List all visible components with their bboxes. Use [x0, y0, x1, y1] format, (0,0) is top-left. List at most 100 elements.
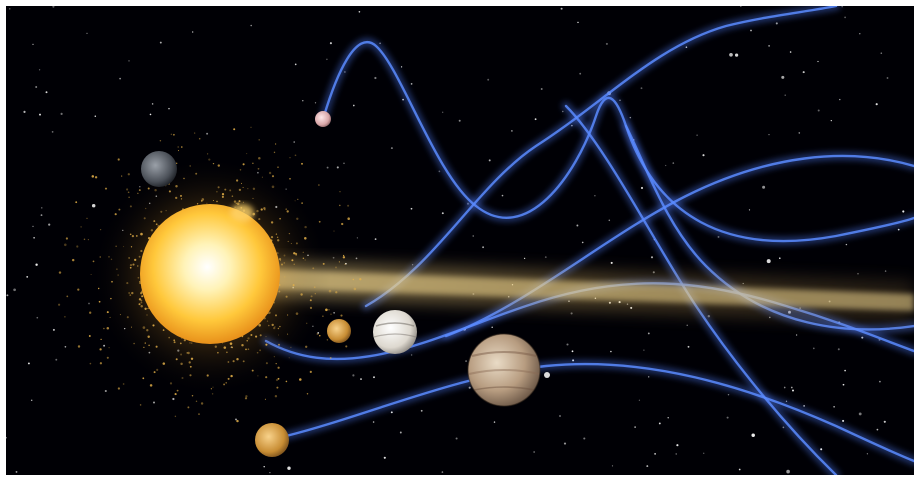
star: [782, 426, 785, 429]
star: [263, 465, 265, 468]
dust-particle: [217, 164, 220, 167]
dust-particle: [292, 284, 295, 287]
dust-particle: [339, 191, 341, 193]
star: [740, 6, 742, 7]
dust-particle: [258, 156, 261, 160]
dust-particle: [119, 314, 121, 316]
star: [128, 60, 130, 62]
dust-particle: [302, 257, 305, 260]
sun-icon: [140, 204, 280, 344]
star: [360, 378, 362, 381]
star: [35, 86, 38, 88]
dust-particle: [88, 335, 91, 337]
dust-particle: [275, 314, 277, 317]
dust-particle: [283, 254, 286, 257]
dust-particle: [195, 400, 198, 403]
star: [540, 88, 543, 90]
dust-particle: [146, 329, 149, 332]
star: [399, 431, 402, 434]
dust-particle: [304, 259, 306, 261]
dust-particle: [265, 376, 268, 379]
star: [884, 270, 887, 272]
dust-particle: [260, 208, 263, 211]
star: [206, 132, 209, 135]
star: [60, 112, 63, 115]
dust-particle: [235, 179, 239, 182]
dust-particle: [288, 357, 290, 359]
dust-particle: [99, 348, 102, 351]
dust-particle: [339, 204, 341, 207]
dust-particle: [180, 362, 183, 366]
dust-particle: [117, 158, 120, 161]
dust-particle: [270, 221, 274, 224]
planet-small-orange: [327, 319, 351, 343]
star: [493, 421, 496, 423]
dust-particle: [130, 246, 133, 248]
dust-particle: [115, 245, 117, 247]
dust-particle: [268, 311, 271, 314]
star: [798, 132, 801, 134]
dust-particle: [58, 271, 62, 274]
dust-particle: [256, 351, 259, 354]
dust-particle: [80, 226, 82, 228]
dust-particle: [240, 182, 243, 185]
dust-particle: [276, 252, 279, 255]
star: [314, 102, 317, 104]
dust-particle: [138, 303, 141, 306]
dust-particle: [301, 162, 303, 165]
dust-particle: [322, 262, 325, 265]
dust-particle: [189, 365, 192, 368]
dust-particle: [140, 249, 143, 253]
dust-particle: [104, 187, 108, 190]
star: [789, 51, 792, 53]
star: [563, 442, 567, 445]
star: [605, 42, 608, 45]
dust-particle: [287, 240, 289, 243]
star: [455, 437, 458, 440]
star: [294, 63, 297, 66]
dust-particle: [274, 326, 276, 328]
dust-particle: [265, 336, 267, 338]
dust-particle: [275, 378, 279, 382]
sun-trail: [256, 261, 914, 324]
star: [6, 294, 9, 297]
star: [511, 130, 513, 132]
star: [717, 235, 720, 238]
star: [40, 214, 43, 217]
dust-particle: [299, 378, 302, 381]
dust-particle: [165, 209, 167, 212]
star: [152, 401, 156, 404]
dust-particle: [106, 326, 110, 330]
star: [768, 44, 771, 47]
dust-particle: [162, 329, 165, 331]
dust-particle: [142, 377, 145, 380]
dust-particle: [180, 353, 183, 356]
dust-particle: [210, 388, 213, 390]
dust-particle: [195, 172, 198, 175]
star: [672, 162, 675, 164]
dust-particle: [138, 255, 141, 258]
star: [650, 256, 654, 259]
star: [729, 52, 733, 57]
dust-particle: [233, 128, 236, 131]
star: [355, 257, 358, 260]
dust-particle: [140, 232, 143, 236]
star: [151, 103, 154, 105]
star: [803, 405, 805, 407]
dust-particle: [189, 374, 192, 377]
star: [41, 207, 43, 209]
star: [104, 389, 107, 393]
dust-particle: [291, 259, 294, 262]
star: [38, 69, 41, 71]
dust-particle: [126, 188, 129, 191]
dust-particle: [188, 361, 191, 364]
star: [468, 386, 471, 389]
dust-particle: [206, 202, 208, 204]
star: [857, 273, 859, 275]
star: [52, 328, 55, 331]
star: [696, 134, 698, 136]
star: [802, 71, 805, 74]
star: [844, 369, 846, 372]
dust-particle: [77, 345, 81, 348]
dust-particle: [99, 256, 101, 258]
